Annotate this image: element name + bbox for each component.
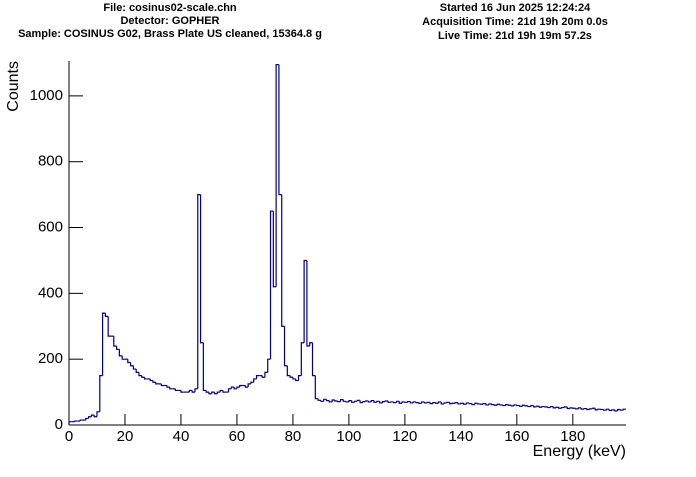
histogram-bin bbox=[108, 316, 111, 336]
header-right-line: Acquisition Time: 21d 19h 20m 0.0s bbox=[422, 16, 608, 28]
histogram-bin bbox=[287, 366, 290, 376]
histogram-bin bbox=[156, 382, 159, 384]
x-tick-label: 60 bbox=[229, 428, 246, 445]
histogram-bin bbox=[117, 346, 120, 349]
histogram-bin bbox=[119, 349, 122, 356]
histogram-bin bbox=[86, 418, 89, 420]
header-left-line: Sample: COSINUS G02, Brass Plate US clea… bbox=[18, 28, 322, 40]
histogram-bin bbox=[153, 381, 156, 383]
header-right-line: Live Time: 21d 19h 19m 57.2s bbox=[438, 30, 592, 42]
histogram-bin bbox=[257, 376, 260, 379]
histogram-bin bbox=[318, 399, 321, 401]
histogram-bin bbox=[89, 417, 92, 419]
histogram-bin bbox=[525, 405, 528, 406]
histogram-bin bbox=[217, 392, 220, 394]
histogram-bin bbox=[363, 402, 366, 403]
histogram-bin bbox=[590, 409, 593, 410]
histogram-bin bbox=[142, 376, 145, 378]
x-tick-label: 20 bbox=[117, 428, 134, 445]
histogram-bin bbox=[150, 379, 153, 381]
x-tick-label: 120 bbox=[392, 428, 417, 445]
histogram-bin bbox=[265, 372, 268, 377]
histogram-bin bbox=[100, 376, 103, 412]
y-tick-label: 200 bbox=[38, 350, 63, 367]
histogram-bin bbox=[167, 386, 170, 388]
histogram-bin bbox=[122, 356, 125, 359]
x-axis-title: Energy (keV) bbox=[533, 443, 626, 460]
histogram-bin bbox=[175, 389, 178, 391]
histogram-bin bbox=[500, 404, 503, 405]
histogram-bin bbox=[136, 369, 139, 372]
histogram-bin bbox=[254, 379, 257, 382]
x-tick-label: 80 bbox=[285, 428, 302, 445]
histogram-bin bbox=[251, 382, 254, 384]
histogram-bin bbox=[114, 336, 117, 346]
histogram-bin bbox=[139, 372, 142, 375]
header-right-line: Started 16 Jun 2025 12:24:24 bbox=[440, 2, 591, 14]
histogram-bin bbox=[181, 390, 184, 392]
y-tick-label: 400 bbox=[38, 284, 63, 301]
histogram-bin bbox=[315, 376, 318, 399]
histogram-bin bbox=[128, 359, 131, 362]
histogram-bin bbox=[313, 343, 316, 376]
histogram-bin bbox=[343, 400, 346, 402]
histogram-bin bbox=[75, 421, 78, 422]
histogram-bin bbox=[240, 386, 243, 388]
histogram-bin bbox=[279, 65, 282, 195]
histogram-bin bbox=[268, 359, 271, 372]
histogram-bin bbox=[416, 402, 419, 403]
histogram-bin bbox=[562, 408, 565, 409]
histogram-bin bbox=[307, 260, 310, 346]
histogram-bin bbox=[327, 399, 330, 400]
histogram-bin bbox=[492, 404, 495, 405]
x-tick-label: 0 bbox=[65, 428, 73, 445]
histogram-bin bbox=[97, 412, 100, 417]
header-left-line: Detector: GOPHER bbox=[120, 15, 219, 27]
histogram-bin bbox=[623, 409, 626, 410]
x-tick-label: 100 bbox=[336, 428, 361, 445]
x-tick-label: 180 bbox=[560, 428, 585, 445]
histogram-bin bbox=[299, 376, 302, 381]
histogram-bin bbox=[335, 400, 338, 401]
y-tick-label: 1000 bbox=[30, 87, 63, 104]
x-tick-label: 40 bbox=[173, 428, 190, 445]
histogram-bin bbox=[517, 405, 520, 406]
x-tick-label: 140 bbox=[448, 428, 473, 445]
histogram-bin bbox=[444, 403, 447, 404]
histogram-bin bbox=[229, 389, 232, 392]
histogram-bin bbox=[293, 377, 296, 379]
histogram-bin bbox=[382, 402, 385, 403]
histogram-bin bbox=[354, 401, 357, 402]
histogram-bin bbox=[170, 387, 173, 389]
histogram-bin bbox=[478, 403, 481, 404]
y-tick-label: 0 bbox=[55, 416, 63, 433]
histogram-bin bbox=[285, 326, 288, 365]
header-left-line: File: cosinus02-scale.chn bbox=[103, 2, 237, 14]
y-axis-title: Counts bbox=[5, 61, 22, 112]
histogram-bin bbox=[161, 384, 164, 386]
histogram-bin bbox=[203, 343, 206, 391]
y-tick-label: 600 bbox=[38, 219, 63, 236]
x-tick-label: 160 bbox=[504, 428, 529, 445]
histogram-bin bbox=[223, 390, 226, 392]
histogram-bin bbox=[133, 366, 136, 369]
histogram-bin bbox=[145, 377, 148, 379]
histogram-bin bbox=[290, 376, 293, 378]
histogram-bin bbox=[282, 195, 285, 327]
histogram-bin bbox=[508, 405, 511, 406]
histogram-bin bbox=[195, 389, 198, 392]
y-tick-label: 800 bbox=[38, 153, 63, 170]
histogram-bin bbox=[301, 343, 304, 376]
histogram-bin bbox=[105, 313, 108, 316]
histogram-bin bbox=[103, 313, 106, 376]
histogram-bin bbox=[206, 390, 209, 392]
histogram-bin bbox=[469, 403, 472, 404]
histogram-bin bbox=[201, 195, 204, 343]
histogram-bin bbox=[248, 384, 251, 387]
histogram-bin bbox=[237, 387, 240, 389]
histogram-bin bbox=[80, 420, 83, 421]
histogram-bin bbox=[131, 362, 134, 365]
